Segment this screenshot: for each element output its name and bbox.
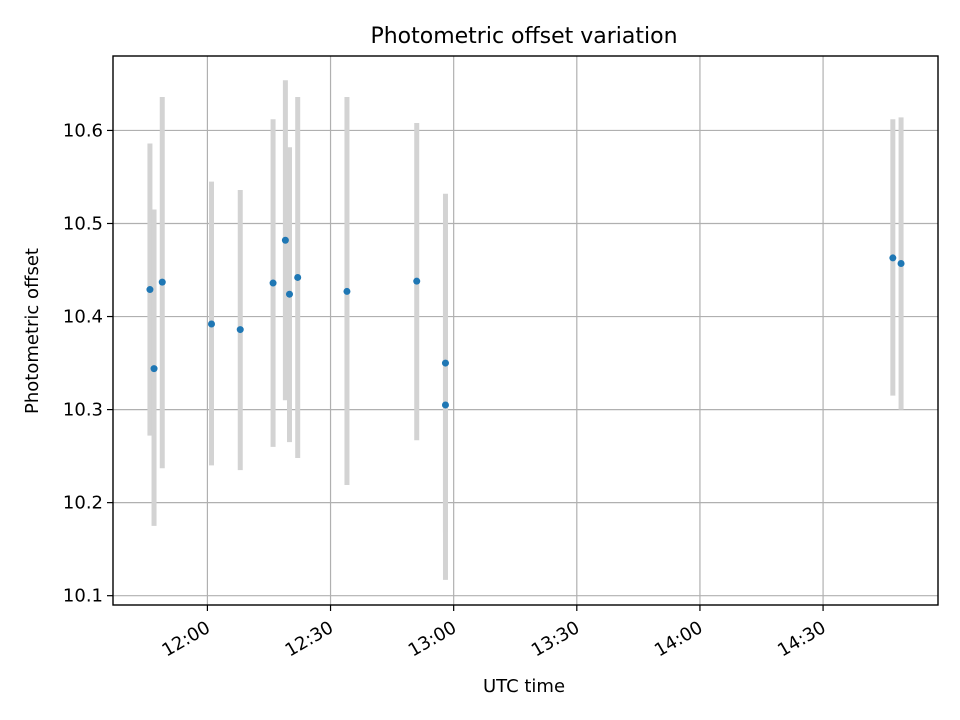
- data-point: [158, 278, 166, 286]
- data-point: [441, 359, 449, 367]
- y-tick-label: 10.4: [63, 307, 103, 328]
- y-tick-label: 10.3: [63, 400, 103, 421]
- data-point: [269, 279, 277, 287]
- y-tick-label: 10.6: [63, 120, 103, 141]
- data-point: [294, 273, 302, 281]
- data-point: [208, 320, 216, 328]
- data-point: [146, 286, 154, 294]
- data-points: [146, 236, 905, 409]
- y-tick-label: 10.1: [63, 586, 103, 607]
- y-axis: 10.1 10.2 10.3 10.4 10.5 10.6: [63, 120, 113, 607]
- y-tick-label: 10.5: [63, 213, 103, 234]
- y-tick-label: 10.2: [63, 493, 103, 514]
- plot-frame: [112, 55, 939, 606]
- data-point: [413, 277, 421, 285]
- chart-title: Photometric offset variation: [370, 24, 677, 49]
- y-axis-label: Photometric offset: [22, 248, 43, 414]
- grid: [113, 56, 938, 605]
- data-point: [343, 287, 351, 295]
- data-point: [150, 365, 158, 373]
- data-point: [897, 260, 905, 268]
- data-point: [236, 326, 244, 334]
- data-point: [281, 236, 289, 244]
- x-axis-label: UTC time: [483, 676, 565, 697]
- data-point: [889, 254, 897, 262]
- data-point: [285, 290, 293, 298]
- data-point: [441, 401, 449, 409]
